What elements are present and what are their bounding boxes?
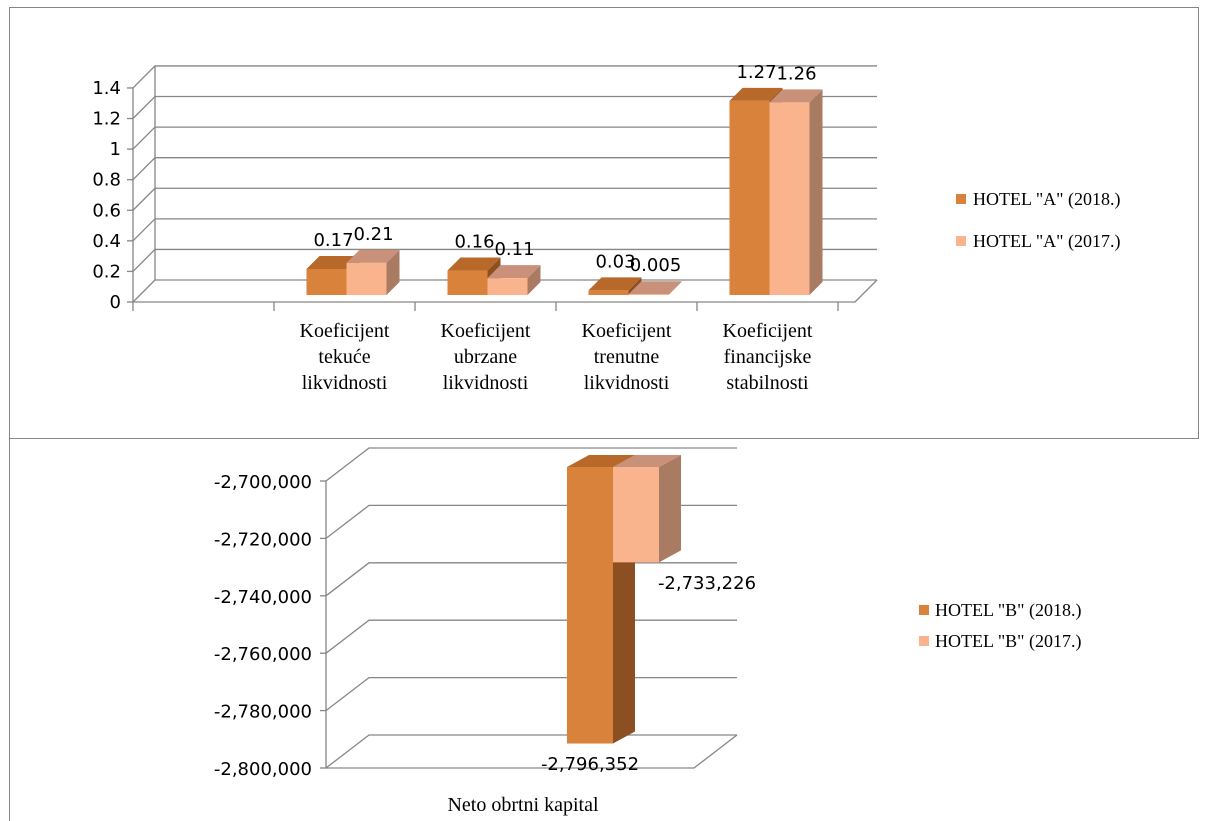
bar-1-2017-top bbox=[487, 265, 541, 279]
category-label-1: ubrzane bbox=[454, 346, 517, 368]
y-tick-label-1: 0 bbox=[110, 292, 121, 313]
y-tick-label-2: -2,740,000 bbox=[214, 587, 312, 608]
y-tick-label-1: 1.4 bbox=[92, 78, 121, 99]
data-label-1: 0.16 bbox=[454, 232, 494, 253]
category-label-1: likvidnosti bbox=[443, 372, 529, 394]
bar-1-2018-top bbox=[588, 277, 642, 291]
legend-swatch-2 bbox=[919, 636, 929, 646]
y-tick-label-1: 0.8 bbox=[92, 170, 121, 191]
legend-swatch-1 bbox=[956, 236, 966, 246]
floor-edge-2 bbox=[326, 734, 738, 769]
category-label-1: Koeficijent bbox=[723, 320, 813, 342]
category-label-1: likvidnosti bbox=[302, 372, 388, 394]
bar-1-2017-front bbox=[487, 278, 528, 295]
category-label-1: stabilnosti bbox=[726, 372, 809, 394]
legend-label-2: HOTEL "B" (2017.) bbox=[935, 631, 1082, 652]
bar-1-2018-front bbox=[306, 269, 347, 295]
bar-1-2018-top bbox=[447, 257, 501, 271]
category-label-1: likvidnosti bbox=[584, 372, 670, 394]
chart-1-frame bbox=[9, 7, 1199, 439]
data-label-1: 0.11 bbox=[494, 239, 534, 260]
y-tick-label-1: 0.4 bbox=[92, 231, 121, 252]
bar-1-2017-side bbox=[386, 249, 400, 295]
category-label-2: Neto obrtni kapital bbox=[447, 794, 599, 816]
y-tick-label-2: -2,700,000 bbox=[214, 472, 312, 493]
bar-1-2018-front bbox=[588, 290, 629, 295]
category-label-1: Koeficijent bbox=[582, 320, 672, 342]
data-label-2: -2,796,352 bbox=[541, 754, 639, 775]
data-label-1: 1.26 bbox=[776, 63, 816, 84]
y-tick-label-2: -2,780,000 bbox=[214, 702, 312, 723]
data-label-2: -2,733,226 bbox=[658, 573, 756, 594]
category-label-1: financijske bbox=[724, 346, 812, 368]
bar-1-2017-top bbox=[628, 281, 682, 295]
category-label-1: tekuće bbox=[318, 346, 370, 368]
legend-swatch-1 bbox=[956, 194, 966, 204]
bar-1-2018-top bbox=[306, 256, 360, 270]
bar-1-2017-front bbox=[769, 102, 810, 295]
bar-1-2017-front bbox=[628, 294, 669, 295]
bar-1-2017-top bbox=[346, 249, 400, 263]
bar-1-2017-front bbox=[346, 262, 387, 295]
y-tick-label-2: -2,800,000 bbox=[214, 759, 312, 780]
y-tick-label-2: -2,720,000 bbox=[214, 529, 312, 550]
bar-2-2017-top bbox=[613, 455, 681, 467]
data-label-1: 1.27 bbox=[736, 62, 776, 83]
y-tick-label-2: -2,760,000 bbox=[214, 644, 312, 665]
bar-2-2018-front bbox=[567, 467, 613, 744]
bar-2-2017-front bbox=[613, 467, 659, 563]
category-label-1: trenutne bbox=[594, 346, 660, 368]
bar-1-2017-side bbox=[668, 281, 682, 295]
floor-edge-1 bbox=[133, 279, 878, 303]
legend-swatch-2 bbox=[919, 605, 929, 615]
y-tick-label-1: 0.2 bbox=[92, 261, 121, 282]
data-label-1: 0.21 bbox=[353, 224, 393, 245]
y-tick-label-1: 1.2 bbox=[92, 109, 121, 130]
grid-line-2 bbox=[325, 676, 737, 712]
bar-2-2018-top bbox=[567, 455, 635, 467]
data-label-1: 0.005 bbox=[630, 255, 682, 276]
category-label-1: Koeficijent bbox=[300, 320, 390, 342]
bar-1-2018-top bbox=[729, 87, 783, 101]
grid-line-2 bbox=[325, 619, 737, 654]
y-tick-label-1: 0.6 bbox=[92, 200, 121, 221]
grid-line-2 bbox=[325, 734, 737, 769]
legend-label-1: HOTEL "A" (2017.) bbox=[973, 231, 1121, 252]
legend-label-1: HOTEL "A" (2018.) bbox=[973, 189, 1121, 210]
category-label-1: Koeficijent bbox=[441, 320, 531, 342]
legend-label-2: HOTEL "B" (2018.) bbox=[935, 600, 1082, 621]
bar-1-2018-front bbox=[729, 100, 770, 295]
bar-1-2018-front bbox=[447, 270, 488, 295]
y-tick-label-1: 1 bbox=[110, 139, 121, 160]
bar-1-2017-side bbox=[809, 89, 823, 295]
chart-2-frame bbox=[9, 437, 10, 821]
bar-2-2017-side bbox=[659, 455, 681, 563]
bar-1-2017-side bbox=[527, 265, 541, 295]
bar-1-2018-side bbox=[628, 277, 642, 295]
bar-1-2017-top bbox=[769, 89, 823, 103]
grid-line-2 bbox=[325, 447, 737, 482]
data-label-1: 0.03 bbox=[595, 251, 635, 272]
data-label-1: 0.17 bbox=[313, 230, 353, 251]
